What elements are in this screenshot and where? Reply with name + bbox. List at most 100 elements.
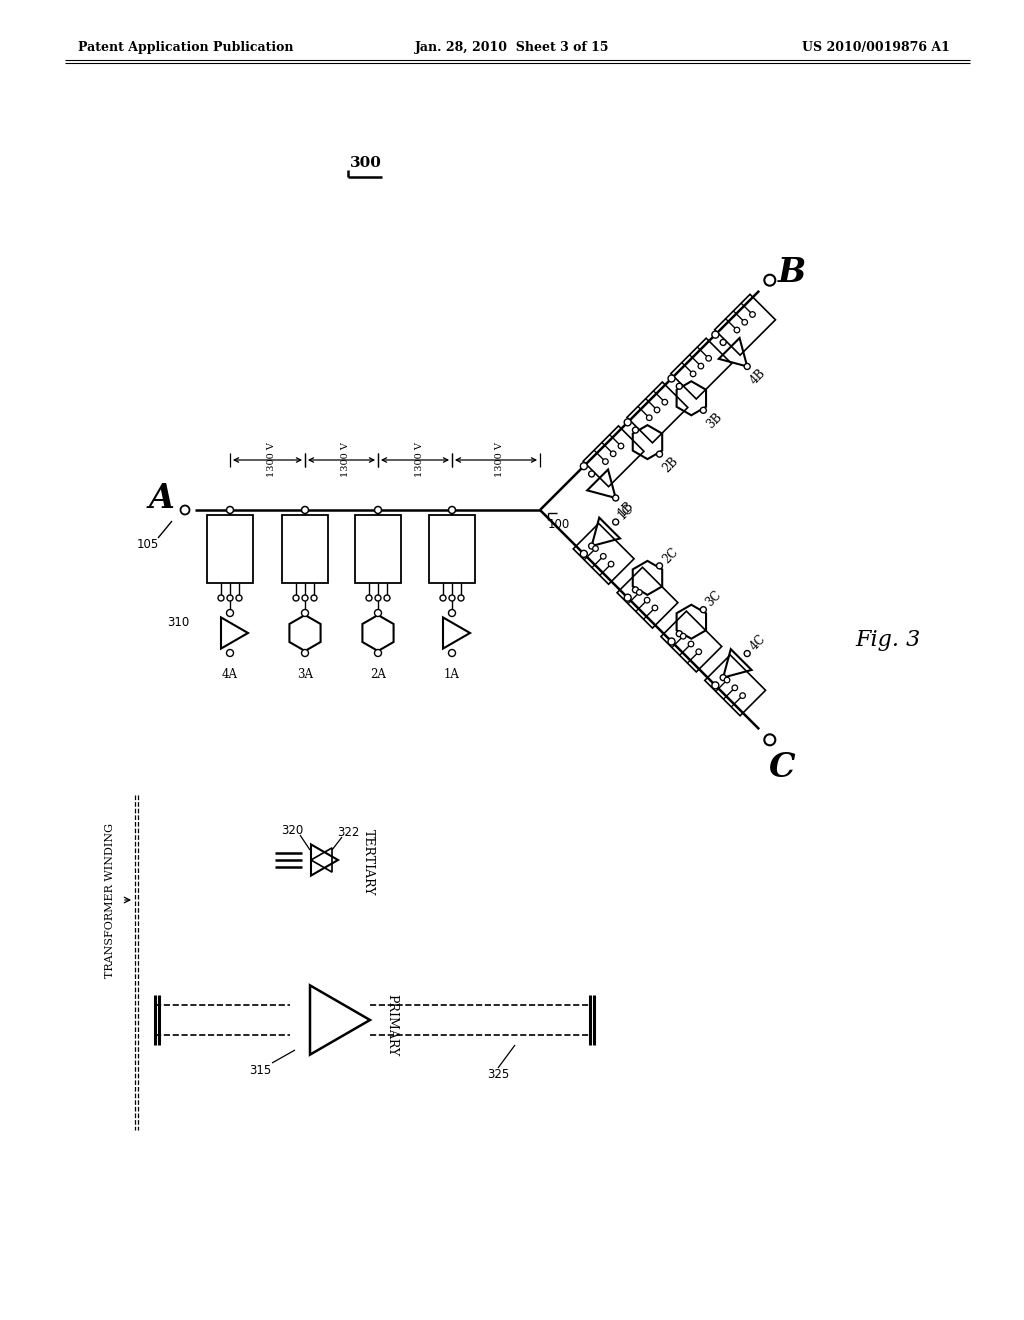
Text: 1C: 1C — [615, 502, 637, 521]
Circle shape — [706, 355, 712, 362]
Circle shape — [227, 595, 233, 601]
Circle shape — [301, 649, 308, 656]
Circle shape — [633, 587, 638, 593]
Circle shape — [764, 734, 775, 746]
Circle shape — [375, 595, 381, 601]
Text: 1300 V: 1300 V — [415, 442, 424, 477]
Text: 3A: 3A — [297, 668, 313, 681]
Text: 3C: 3C — [703, 589, 724, 610]
Circle shape — [449, 649, 456, 656]
Bar — [207, 515, 253, 583]
Circle shape — [625, 418, 631, 426]
Circle shape — [589, 471, 595, 477]
Circle shape — [646, 414, 652, 421]
Circle shape — [589, 543, 595, 549]
Circle shape — [744, 651, 751, 656]
Text: 1300 V: 1300 V — [267, 442, 276, 477]
Circle shape — [644, 598, 650, 603]
Text: A: A — [150, 482, 175, 515]
Circle shape — [654, 407, 659, 413]
Circle shape — [712, 682, 719, 689]
Circle shape — [700, 607, 707, 612]
Circle shape — [612, 519, 618, 525]
Circle shape — [690, 371, 696, 376]
Circle shape — [449, 610, 456, 616]
Circle shape — [593, 545, 598, 552]
Text: US 2010/0019876 A1: US 2010/0019876 A1 — [802, 41, 950, 54]
Circle shape — [449, 595, 455, 601]
Circle shape — [656, 562, 663, 569]
Text: 1B: 1B — [616, 498, 637, 519]
Text: TRANSFORMER WINDING: TRANSFORMER WINDING — [105, 822, 115, 978]
Circle shape — [720, 339, 726, 346]
Text: 1A: 1A — [444, 668, 460, 681]
Circle shape — [440, 595, 446, 601]
Text: 4C: 4C — [748, 632, 768, 653]
Circle shape — [698, 363, 703, 368]
Circle shape — [602, 459, 608, 465]
Circle shape — [633, 428, 638, 433]
Circle shape — [180, 506, 189, 515]
Text: Jan. 28, 2010  Sheet 3 of 15: Jan. 28, 2010 Sheet 3 of 15 — [415, 41, 609, 54]
Text: 1300 V: 1300 V — [341, 442, 350, 477]
Circle shape — [656, 451, 663, 457]
Circle shape — [608, 561, 613, 566]
Text: 1300 V: 1300 V — [496, 442, 505, 477]
Text: 310: 310 — [167, 616, 189, 630]
Circle shape — [676, 383, 682, 389]
Text: TERTIARY: TERTIARY — [362, 829, 375, 895]
Circle shape — [652, 605, 657, 611]
Circle shape — [226, 610, 233, 616]
Text: 322: 322 — [337, 825, 359, 838]
Circle shape — [581, 462, 588, 470]
Text: 315: 315 — [249, 1064, 271, 1077]
Text: 2B: 2B — [659, 454, 680, 475]
Text: 300: 300 — [350, 156, 382, 170]
Circle shape — [301, 610, 308, 616]
Bar — [355, 515, 401, 583]
Text: 4B: 4B — [748, 367, 768, 387]
Bar — [429, 515, 475, 583]
Text: 325: 325 — [486, 1068, 509, 1081]
Circle shape — [625, 594, 631, 601]
Text: 100: 100 — [548, 517, 570, 531]
Circle shape — [384, 595, 390, 601]
Circle shape — [581, 550, 588, 557]
Text: Fig. 3: Fig. 3 — [855, 630, 921, 651]
Circle shape — [236, 595, 242, 601]
Text: 2C: 2C — [659, 545, 681, 566]
Circle shape — [742, 319, 748, 325]
Circle shape — [764, 275, 775, 285]
Circle shape — [676, 631, 682, 636]
Circle shape — [610, 451, 616, 457]
Circle shape — [458, 595, 464, 601]
Circle shape — [618, 444, 624, 449]
Circle shape — [311, 595, 317, 601]
Circle shape — [680, 634, 686, 639]
Circle shape — [612, 495, 618, 502]
Circle shape — [375, 610, 382, 616]
Circle shape — [366, 595, 372, 601]
Circle shape — [668, 638, 675, 645]
Circle shape — [724, 677, 730, 682]
Text: PRIMARY: PRIMARY — [385, 994, 398, 1056]
Circle shape — [218, 595, 224, 601]
Circle shape — [739, 693, 745, 698]
Circle shape — [301, 507, 308, 513]
Text: B: B — [777, 256, 806, 289]
Text: 320: 320 — [281, 824, 303, 837]
Circle shape — [375, 507, 382, 513]
Text: Patent Application Publication: Patent Application Publication — [78, 41, 294, 54]
Circle shape — [712, 331, 719, 338]
Circle shape — [449, 507, 456, 513]
Text: 3B: 3B — [703, 411, 724, 432]
Circle shape — [744, 363, 751, 370]
Text: 105: 105 — [137, 539, 159, 552]
Circle shape — [226, 649, 233, 656]
Circle shape — [720, 675, 726, 681]
Circle shape — [302, 595, 308, 601]
Circle shape — [734, 327, 739, 333]
Circle shape — [696, 649, 701, 655]
Circle shape — [750, 312, 756, 317]
Bar — [282, 515, 328, 583]
